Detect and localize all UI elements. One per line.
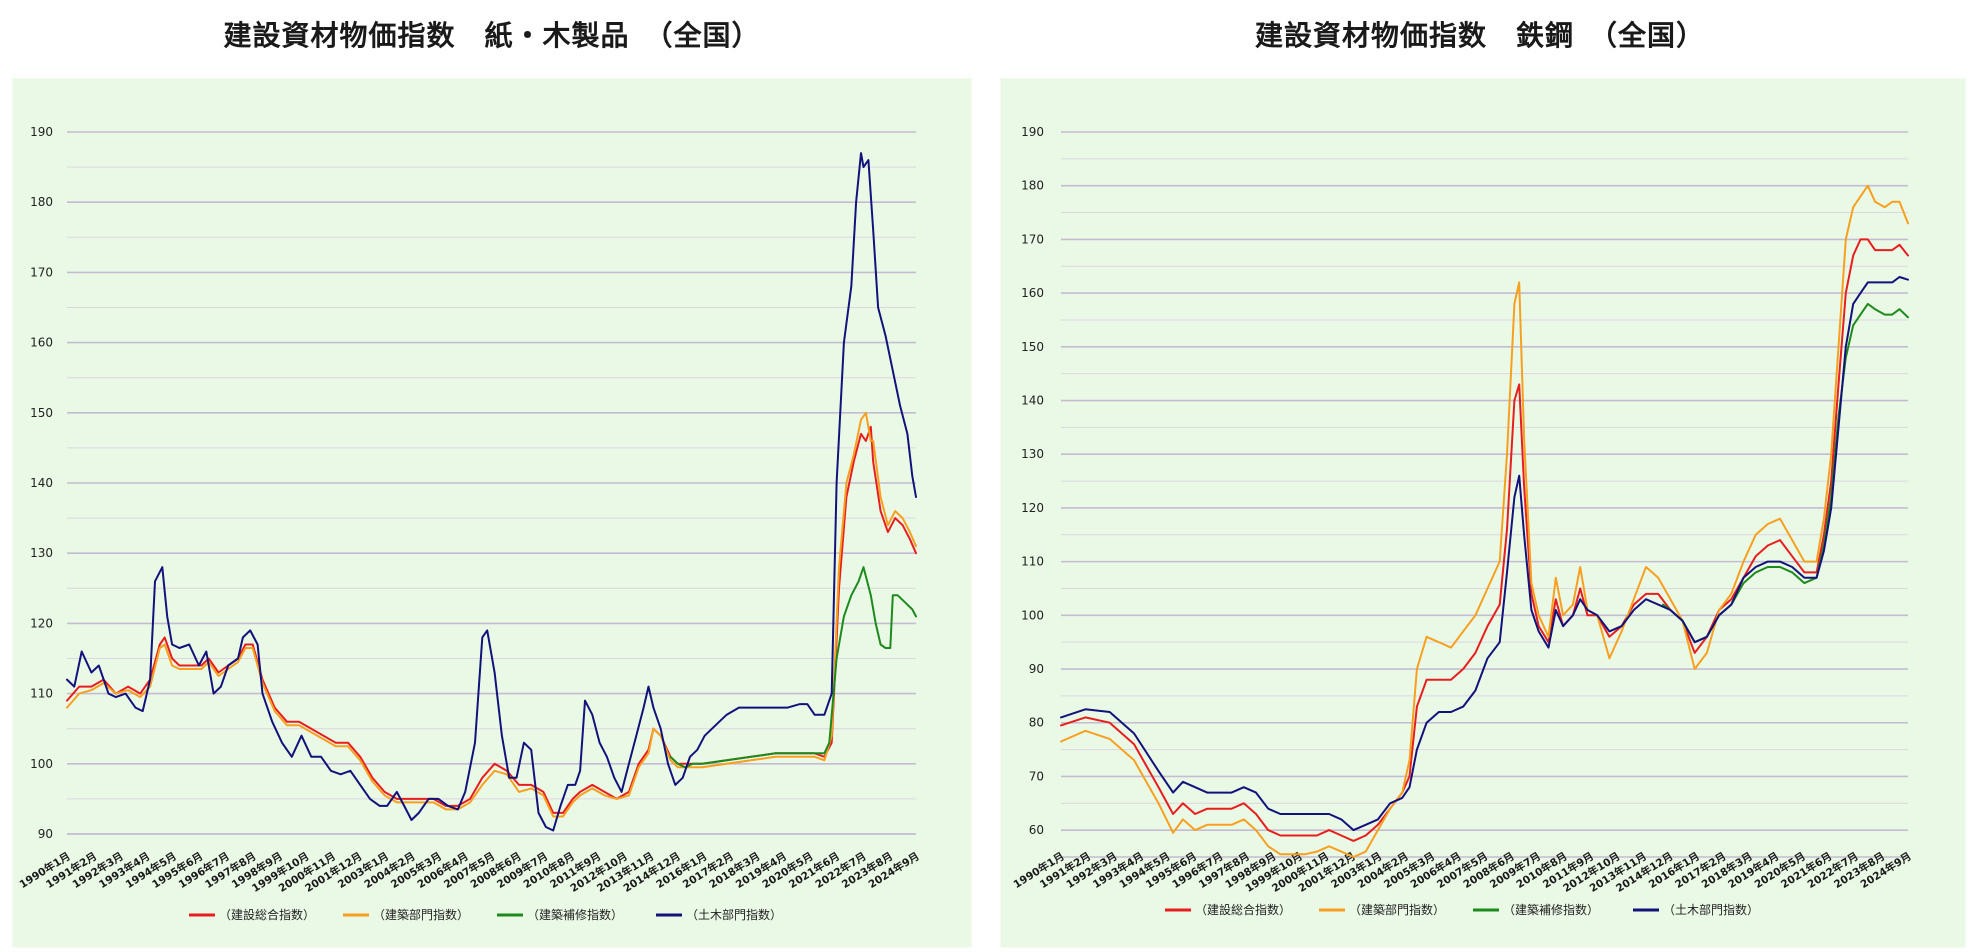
y-tick-label: 140: [30, 476, 53, 490]
series-line: [1060, 238, 1909, 842]
y-tick-label: 180: [1021, 179, 1044, 193]
y-tick-label: 150: [1021, 340, 1044, 354]
y-tick-label: 170: [30, 265, 53, 279]
y-tick-label: 90: [38, 827, 53, 841]
chart-panel-steel: 60 70 80 90 100 110 120 130 140 150 160 170 180 190 19…: [1000, 78, 1966, 948]
y-tick-label: 100: [30, 757, 53, 771]
legend-label: （建設総合指数）: [1195, 902, 1291, 917]
series-line: [66, 425, 917, 814]
y-tick-label: 120: [30, 616, 53, 630]
y-tick-label: 180: [30, 195, 53, 209]
legend-label: （建築補修指数）: [527, 907, 623, 922]
y-tick-label: 70: [1029, 769, 1044, 783]
y-tick-label: 130: [30, 546, 53, 560]
series-line: [1060, 184, 1909, 858]
y-tick-label: 190: [30, 125, 53, 139]
y-tick-label: 190: [1021, 125, 1044, 139]
line-chart-paper-wood: 901001101201301401501601701801901990年1月1…: [17, 125, 922, 922]
line-chart-steel: 6070809010011012013014015016017018019019…: [1011, 125, 1914, 917]
series-line: [66, 152, 917, 832]
legend-label: （土木部門指数）: [686, 907, 782, 922]
y-tick-label: 160: [30, 336, 53, 350]
chart-title-steel: 建設資材物価指数 鉄鋼 （全国）: [1254, 19, 1705, 52]
y-tick-label: 60: [1029, 823, 1044, 837]
y-tick-label: 120: [1021, 501, 1044, 515]
legend-label: （建築補修指数）: [1503, 902, 1599, 917]
y-tick-label: 160: [1021, 286, 1044, 300]
legend-label: （建築部門指数）: [373, 907, 469, 922]
series-line: [66, 411, 917, 818]
legend-label: （建設総合指数）: [219, 907, 315, 922]
chart-panel-paper-wood: 90 100 110 120 130 140 150 160 170 180 190 1990年1月 1…: [12, 78, 972, 948]
legend-label: （土木部門指数）: [1663, 902, 1759, 917]
y-tick-label: 110: [1021, 555, 1044, 569]
chart-title-paper-wood: 建設資材物価指数 紙・木製品 （全国）: [223, 19, 761, 52]
y-tick-label: 170: [1021, 232, 1044, 246]
series-line: [669, 566, 917, 769]
y-tick-label: 100: [1021, 608, 1044, 622]
y-tick-label: 90: [1029, 662, 1044, 676]
series-line: [1060, 276, 1909, 832]
y-tick-label: 130: [1021, 447, 1044, 461]
y-tick-label: 80: [1029, 716, 1044, 730]
y-tick-label: 140: [1021, 394, 1044, 408]
series-line: [1662, 302, 1909, 644]
y-tick-label: 110: [30, 687, 53, 701]
y-tick-label: 150: [30, 406, 53, 420]
legend-label: （建築部門指数）: [1349, 902, 1445, 917]
